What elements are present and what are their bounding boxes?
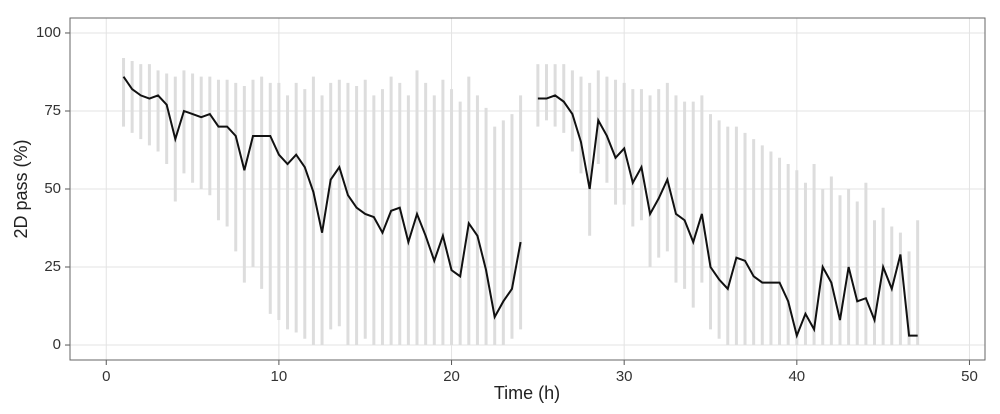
x-tick-label: 20 [443,368,460,385]
x-tick-label: 40 [788,368,805,385]
y-tick-label: 0 [53,336,61,353]
x-tick-label: 10 [271,368,288,385]
y-tick-label: 75 [44,102,61,119]
x-axis-title: Time (h) [494,383,560,403]
y-tick-label: 50 [44,180,61,197]
x-tick-label: 30 [616,368,633,385]
y-tick-label: 100 [36,24,61,41]
data-line [122,76,918,339]
panel-border [69,17,986,361]
y-axis-title: 2D pass (%) [11,139,31,238]
x-tick-label: 0 [102,368,110,385]
y-tick-label: 25 [44,258,61,275]
x-tick-label: 50 [961,368,978,385]
